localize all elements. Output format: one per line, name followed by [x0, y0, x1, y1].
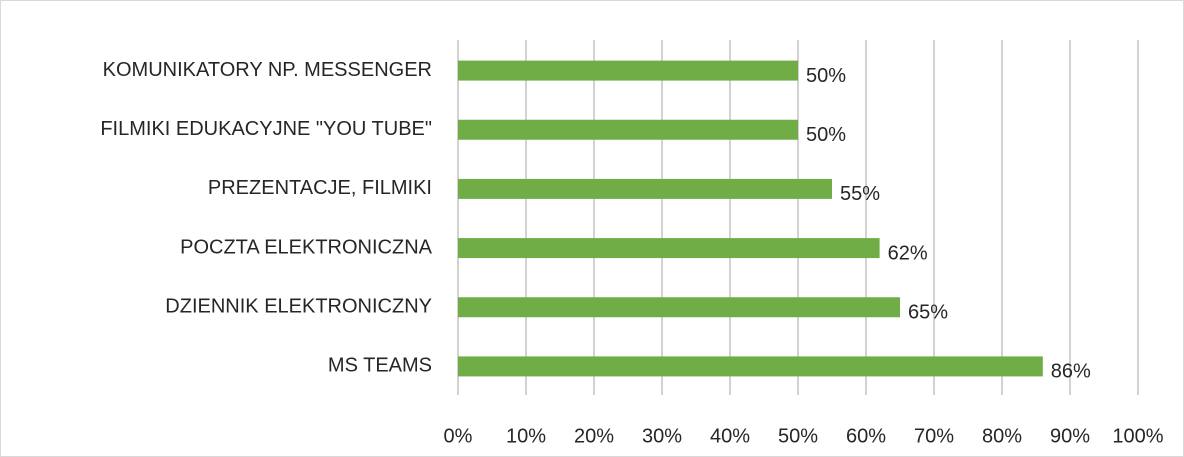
data-label: 62%	[888, 242, 928, 264]
y-tick-label: KOMUNIKATORY NP. MESSENGER	[103, 59, 432, 81]
y-tick-label: POCZTA ELEKTRONICZNA	[180, 236, 433, 258]
bar	[458, 297, 900, 318]
x-tick-label: 70%	[914, 425, 954, 447]
x-tick-label: 40%	[710, 425, 750, 447]
x-tick-label: 50%	[778, 425, 818, 447]
y-tick-label: PREZENTACJE, FILMIKI	[208, 177, 432, 199]
y-tick-label: DZIENNIK ELEKTRONICZNY	[165, 296, 432, 318]
x-tick-label: 80%	[982, 425, 1022, 447]
x-tick-label: 0%	[444, 425, 473, 447]
bar	[458, 356, 1043, 377]
bar	[458, 60, 798, 81]
x-tick-label: 30%	[642, 425, 682, 447]
data-label: 50%	[806, 65, 846, 87]
bar	[458, 238, 880, 259]
x-tick-label: 90%	[1050, 425, 1090, 447]
x-tick-label: 20%	[574, 425, 614, 447]
x-tick-label: 100%	[1112, 425, 1163, 447]
data-label: 86%	[1051, 361, 1091, 383]
x-tick-label: 60%	[846, 425, 886, 447]
y-tick-label: FILMIKI EDUKACYJNE "YOU TUBE"	[100, 118, 432, 140]
data-label: 55%	[840, 183, 880, 205]
data-label: 65%	[908, 302, 948, 324]
data-label: 50%	[806, 124, 846, 146]
x-tick-label: 10%	[506, 425, 546, 447]
y-tick-label: MS TEAMS	[328, 355, 432, 377]
bar	[458, 119, 798, 140]
bar	[458, 178, 832, 199]
